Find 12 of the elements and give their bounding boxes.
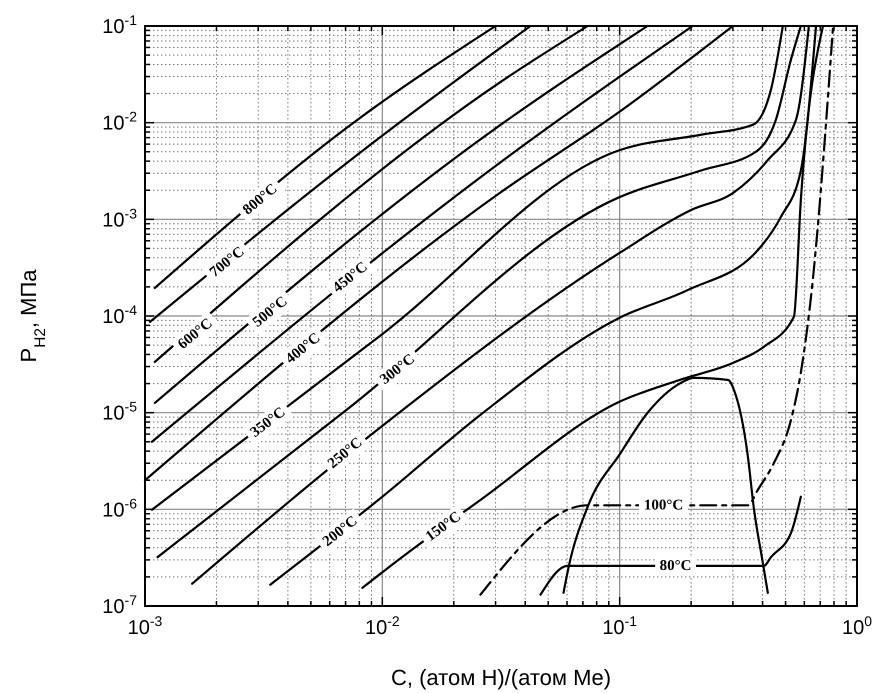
annotation: 100°C <box>644 497 684 514</box>
y-tick-label: 10$^{-1}$ <box>102 12 138 38</box>
x-tick-label: 10$^{-1}$ <box>602 613 638 639</box>
x-tick-label: 10$^{-2}$ <box>364 613 400 639</box>
y-tick-label: 10$^{-4}$ <box>102 302 138 328</box>
y-tick-label: 10$^{-2}$ <box>102 108 138 135</box>
y-tick-label: 10$^{-3}$ <box>102 205 138 232</box>
x-axis-title: C, (атом H)/(атом Me) <box>390 665 612 690</box>
x-tick-label: 10$^{0}$ <box>842 613 872 639</box>
y-tick-label: 10$^{-6}$ <box>102 495 138 522</box>
annotation: 80°C <box>660 558 692 574</box>
y-tick-label: 10$^{-5}$ <box>102 398 138 425</box>
